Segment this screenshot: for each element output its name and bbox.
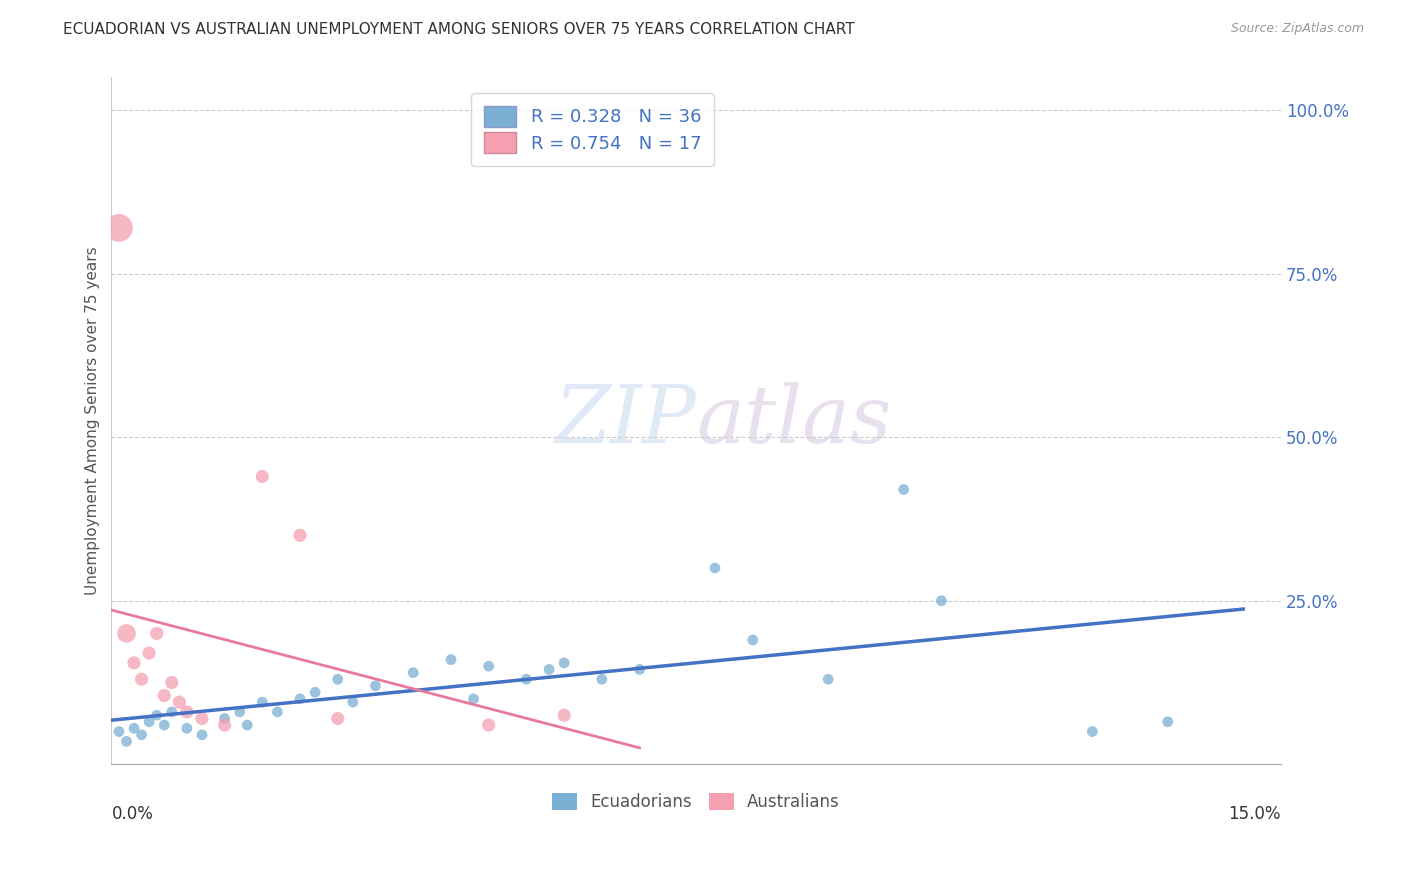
Point bbox=[1081, 724, 1104, 739]
Point bbox=[478, 659, 501, 673]
Point bbox=[364, 679, 387, 693]
Point bbox=[115, 626, 138, 640]
Point bbox=[145, 626, 167, 640]
Point bbox=[288, 691, 311, 706]
Point bbox=[122, 656, 145, 670]
Text: 0.0%: 0.0% bbox=[111, 805, 153, 823]
Point bbox=[893, 483, 915, 497]
Point bbox=[252, 695, 274, 709]
Point bbox=[169, 695, 191, 709]
Point bbox=[191, 728, 214, 742]
Point bbox=[538, 662, 561, 676]
Point bbox=[214, 711, 236, 725]
Point bbox=[288, 528, 311, 542]
Point bbox=[931, 593, 953, 607]
Point bbox=[553, 656, 575, 670]
Text: ECUADORIAN VS AUSTRALIAN UNEMPLOYMENT AMONG SENIORS OVER 75 YEARS CORRELATION CH: ECUADORIAN VS AUSTRALIAN UNEMPLOYMENT AM… bbox=[63, 22, 855, 37]
Point bbox=[1157, 714, 1180, 729]
Point bbox=[191, 711, 214, 725]
Point bbox=[236, 718, 259, 732]
Point bbox=[214, 718, 236, 732]
Point bbox=[176, 705, 198, 719]
Point bbox=[176, 721, 198, 735]
Point bbox=[108, 724, 131, 739]
Point bbox=[326, 711, 349, 725]
Point bbox=[553, 708, 575, 723]
Point bbox=[108, 220, 131, 235]
Point bbox=[463, 691, 485, 706]
Point bbox=[326, 672, 349, 686]
Legend: Ecuadorians, Australians: Ecuadorians, Australians bbox=[546, 786, 846, 818]
Point bbox=[591, 672, 613, 686]
Point bbox=[138, 714, 160, 729]
Point bbox=[131, 672, 153, 686]
Text: ZIP: ZIP bbox=[554, 382, 696, 459]
Text: atlas: atlas bbox=[696, 382, 891, 459]
Point bbox=[478, 718, 501, 732]
Point bbox=[122, 721, 145, 735]
Point bbox=[160, 675, 183, 690]
Point bbox=[115, 734, 138, 748]
Point bbox=[304, 685, 326, 699]
Point bbox=[160, 705, 183, 719]
Point bbox=[741, 632, 763, 647]
Point bbox=[402, 665, 425, 680]
Text: Source: ZipAtlas.com: Source: ZipAtlas.com bbox=[1230, 22, 1364, 36]
Point bbox=[145, 708, 167, 723]
Text: 15.0%: 15.0% bbox=[1229, 805, 1281, 823]
Point bbox=[342, 695, 364, 709]
Point bbox=[817, 672, 839, 686]
Y-axis label: Unemployment Among Seniors over 75 years: Unemployment Among Seniors over 75 years bbox=[86, 246, 100, 595]
Point bbox=[704, 561, 727, 575]
Point bbox=[266, 705, 288, 719]
Point bbox=[153, 718, 176, 732]
Point bbox=[131, 728, 153, 742]
Point bbox=[228, 705, 250, 719]
Point bbox=[515, 672, 537, 686]
Point bbox=[440, 652, 463, 666]
Point bbox=[138, 646, 160, 660]
Point bbox=[252, 469, 274, 483]
Point bbox=[628, 662, 651, 676]
Point bbox=[153, 689, 176, 703]
